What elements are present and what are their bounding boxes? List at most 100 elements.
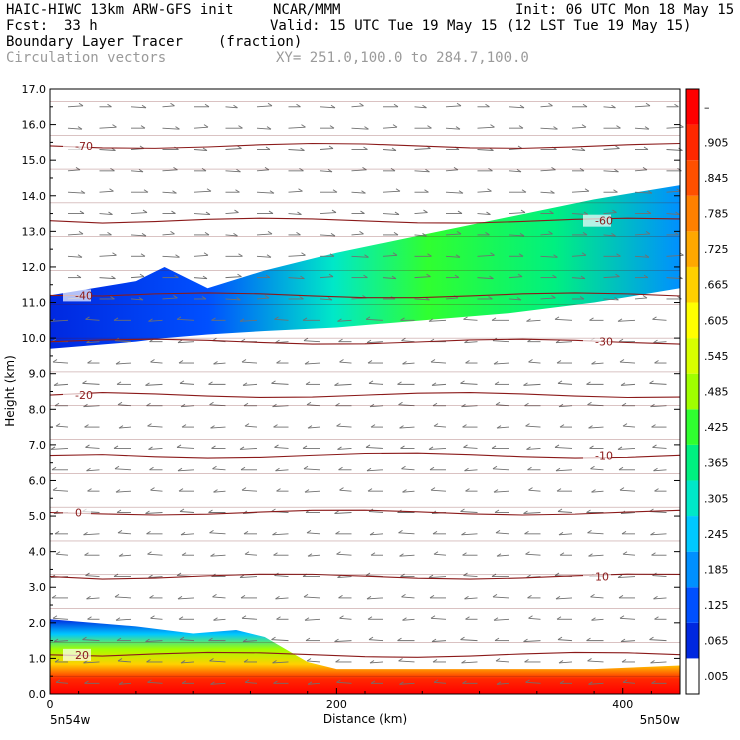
wind-vector-head (329, 125, 335, 129)
wind-vector-head (116, 381, 122, 385)
wind-vector (212, 596, 226, 599)
wind-vector-head (402, 361, 407, 365)
wind-vector (368, 511, 384, 513)
wind-vector-head (173, 166, 178, 171)
wind-vector (193, 190, 212, 193)
wind-vector (557, 511, 573, 513)
wind-vector-head (275, 596, 280, 600)
wind-vector-head (181, 424, 187, 428)
wind-vector (148, 447, 163, 450)
wind-vector-head (462, 424, 467, 428)
wind-vector-head (202, 275, 208, 279)
wind-vector-head (462, 680, 467, 684)
wind-vector-head (460, 380, 465, 384)
wind-vector-head (267, 102, 273, 107)
wind-vector (603, 234, 616, 237)
x-end-label: 5n50w (640, 713, 681, 727)
wind-vector-head (650, 660, 655, 664)
wind-vector-head (147, 679, 152, 683)
y-tick-label: 3.0 (29, 581, 47, 594)
x-tick-label: 0 (47, 698, 54, 711)
wind-vector-head (370, 552, 376, 556)
wind-vector (402, 618, 415, 621)
wind-vector-head (77, 126, 83, 130)
wind-vector (319, 170, 333, 173)
x-axis-label: Distance (km) (323, 712, 407, 726)
wind-vector-head (397, 381, 402, 385)
wind-vector (493, 490, 510, 493)
wind-vector-head (360, 210, 365, 214)
wind-vector-head (399, 425, 404, 429)
wind-vector-head (524, 530, 529, 535)
wind-vector-head (650, 531, 655, 536)
wind-vector-head (616, 125, 621, 129)
wind-vector (117, 660, 132, 663)
wind-vector (55, 681, 69, 684)
wind-vector-head (653, 339, 658, 344)
y-tick-label: 4.0 (29, 546, 47, 559)
wind-vector-head (337, 318, 342, 322)
wind-vector (571, 190, 590, 193)
wind-vector-head (432, 402, 438, 407)
wind-vector (508, 298, 522, 301)
wind-vector-head (491, 573, 497, 577)
wind-vector-head (675, 211, 680, 215)
y-tick-label: 1.0 (29, 652, 47, 665)
wind-vector-head (275, 339, 280, 344)
wind-vector (445, 169, 459, 172)
wind-vector-head (590, 594, 595, 598)
y-tick-label: 15.0 (22, 154, 47, 167)
wind-vector-head (83, 660, 88, 664)
y-tick-label: 9.0 (29, 368, 47, 381)
y-tick-label: 16.0 (22, 119, 47, 132)
colorbar-label: .725 (704, 243, 729, 256)
wind-vector (162, 169, 178, 172)
colorbar-frame (685, 88, 700, 695)
wind-vector (525, 681, 541, 684)
wind-vector-head (328, 145, 334, 149)
wind-vector-head (398, 658, 403, 662)
wind-vector (617, 576, 636, 579)
wind-vector-head (551, 295, 556, 299)
wind-vector-head (78, 231, 84, 235)
wind-vector (401, 340, 415, 343)
colorbar-label: .785 (704, 208, 729, 221)
wind-vector-head (110, 167, 115, 172)
wind-vector (366, 341, 384, 344)
wind-vector (55, 425, 69, 428)
colorbar-swatch (686, 587, 699, 623)
wind-vector-head (115, 489, 121, 493)
wind-vector-head (587, 529, 592, 534)
tracer-boundary (50, 619, 680, 694)
wind-vector (256, 169, 270, 172)
wind-vector-head (109, 188, 114, 192)
contour-label-bg (583, 570, 611, 583)
contour-label-bg (63, 139, 91, 152)
wind-vector-head (172, 190, 177, 194)
wind-vector (634, 127, 650, 130)
y-tick-label: 10.0 (22, 332, 47, 345)
wind-vector (619, 617, 636, 620)
wind-vector-head (494, 637, 500, 641)
wind-vector (115, 490, 132, 493)
wind-vector-head (485, 232, 490, 236)
wind-vector-head (181, 680, 187, 684)
wind-vector-head (586, 381, 591, 385)
wind-vector (162, 105, 175, 108)
wind-vector (445, 297, 459, 300)
wind-vector (540, 127, 558, 130)
wind-vector-head (364, 126, 369, 130)
wind-vector (523, 640, 541, 643)
wind-vector-head (301, 252, 306, 256)
wind-vector-head (115, 361, 121, 365)
y-tick-label: 12.0 (22, 261, 47, 274)
wind-vector-head (582, 103, 588, 108)
colorbar-swatch (686, 551, 699, 588)
wind-vector-head (274, 316, 279, 320)
wind-vector (463, 446, 478, 449)
wind-vector-head (55, 679, 61, 683)
wind-vector-head (274, 444, 279, 448)
wind-vector-head (549, 210, 554, 214)
wind-vector-head (330, 233, 336, 237)
wind-vector-head (330, 104, 336, 109)
